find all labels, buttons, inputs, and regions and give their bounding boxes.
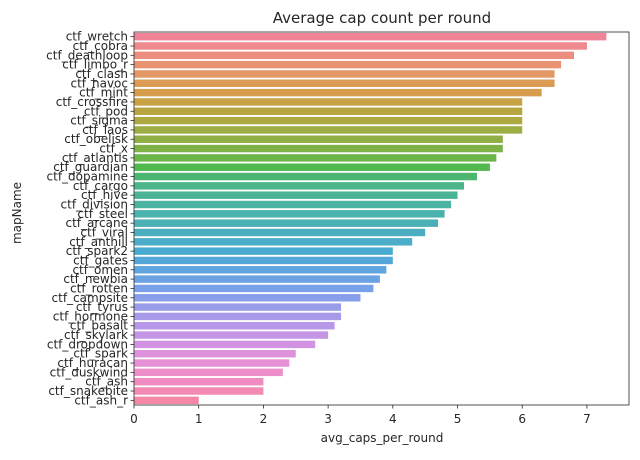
y-tick-label: ctf_cobra (73, 39, 128, 53)
y-axis-ticks: ctf_wretchctf_cobractf_deathloopctf_limb… (46, 30, 134, 407)
bar (134, 312, 342, 321)
y-axis-label: mapName (10, 182, 24, 244)
y-tick-label: ctf_mint (79, 86, 128, 100)
y-tick-label: ctf_crossfire (56, 95, 128, 109)
y-tick-label: ctf_skylark (64, 328, 128, 342)
y-tick-label: ctf_sigma (70, 114, 128, 128)
y-tick-label: ctf_spark2 (66, 244, 128, 258)
y-tick-label: ctf_x (99, 142, 128, 156)
chart-title: Average cap count per round (273, 9, 491, 27)
y-tick-label: ctf_clash (75, 67, 128, 81)
x-tick-label: 4 (389, 412, 397, 426)
bar (134, 228, 426, 237)
y-tick-label: ctf_gates (73, 253, 128, 267)
bar (134, 60, 562, 69)
bar (134, 349, 296, 358)
x-tick-label: 2 (260, 412, 268, 426)
bar (134, 219, 439, 227)
bar (134, 396, 199, 405)
bar (134, 275, 380, 283)
bar (134, 387, 264, 395)
bar (134, 340, 316, 349)
bar (134, 200, 452, 209)
bar (134, 135, 503, 143)
y-tick-label: ctf_duskwind (50, 365, 128, 379)
bar (134, 88, 542, 97)
bar (134, 303, 342, 311)
x-tick-label: 5 (454, 412, 462, 426)
bar (134, 98, 523, 106)
y-tick-label: ctf_pod (84, 104, 128, 118)
bar (134, 191, 458, 199)
y-tick-label: ctf_dopamine (47, 170, 128, 184)
x-tick-label: 3 (324, 412, 332, 426)
bar (134, 247, 393, 255)
y-tick-label: ctf_tyrus (76, 300, 128, 314)
y-tick-label: ctf_rotten (70, 281, 128, 295)
bar (134, 368, 283, 377)
bar (134, 32, 607, 41)
y-tick-label: ctf_arcane (66, 216, 129, 230)
bar (134, 163, 490, 171)
bar (134, 42, 587, 50)
bar (134, 154, 497, 162)
y-tick-label: ctf_viral (80, 225, 128, 239)
y-tick-label: ctf_dropdown (47, 337, 128, 351)
y-tick-label: ctf_cargo (73, 179, 128, 193)
plot-frame (133, 31, 630, 406)
bar (134, 377, 264, 386)
bar (134, 359, 290, 367)
y-tick-label: ctf_hormone (53, 309, 128, 323)
bar (134, 116, 523, 125)
bar (134, 79, 555, 88)
y-tick-label: ctf_limbo_r (62, 58, 128, 72)
bar (134, 256, 393, 265)
y-tick-label: ctf_omen (72, 263, 128, 277)
x-tick-label: 1 (195, 412, 203, 426)
y-tick-label: ctf_wretch (66, 30, 128, 44)
y-tick-label: ctf_obelisk (64, 132, 128, 146)
y-tick-label: ctf_division (61, 198, 128, 212)
y-tick-label: ctf_deathloop (46, 48, 128, 62)
y-tick-label: ctf_hive (81, 188, 128, 202)
y-tick-label: ctf_snakebite (48, 384, 128, 398)
x-tick-label: 7 (583, 412, 591, 426)
bar (134, 210, 445, 218)
bar (134, 144, 503, 153)
bar (134, 107, 523, 115)
y-tick-label: ctf_guardian (53, 160, 128, 174)
bar (134, 238, 413, 246)
x-tick-label: 6 (518, 412, 526, 426)
bar (134, 266, 387, 274)
y-tick-label: ctf_newbia (63, 272, 128, 286)
y-tick-label: ctf_ash_r (74, 393, 128, 407)
y-tick-label: ctf_havoc (70, 76, 128, 90)
x-axis-ticks: 0 1 2 3 4 5 6 7 (130, 405, 591, 426)
y-tick-label: ctf_campsite (52, 291, 128, 305)
x-axis-label: avg_caps_per_round (321, 431, 444, 445)
bar (134, 172, 477, 181)
y-tick-label: ctf_ash (85, 375, 128, 389)
bar (134, 294, 361, 302)
y-tick-label: ctf_anthill (69, 235, 128, 249)
bar (134, 284, 374, 293)
bar (134, 322, 335, 330)
y-tick-label: ctf_spark (73, 347, 128, 361)
bar (134, 182, 464, 190)
bar (134, 331, 329, 339)
bars-group (134, 32, 607, 405)
bar (134, 126, 523, 134)
bar (134, 51, 574, 60)
y-tick-label: ctf_steel (77, 207, 128, 221)
y-tick-label: ctf_huracan (57, 356, 128, 370)
y-tick-label: ctf_atlantis (62, 151, 128, 165)
y-tick-label: ctf_basalt (70, 319, 128, 333)
bar (134, 70, 555, 78)
y-tick-label: ctf_laos (82, 123, 128, 137)
x-tick-label: 0 (130, 412, 138, 426)
